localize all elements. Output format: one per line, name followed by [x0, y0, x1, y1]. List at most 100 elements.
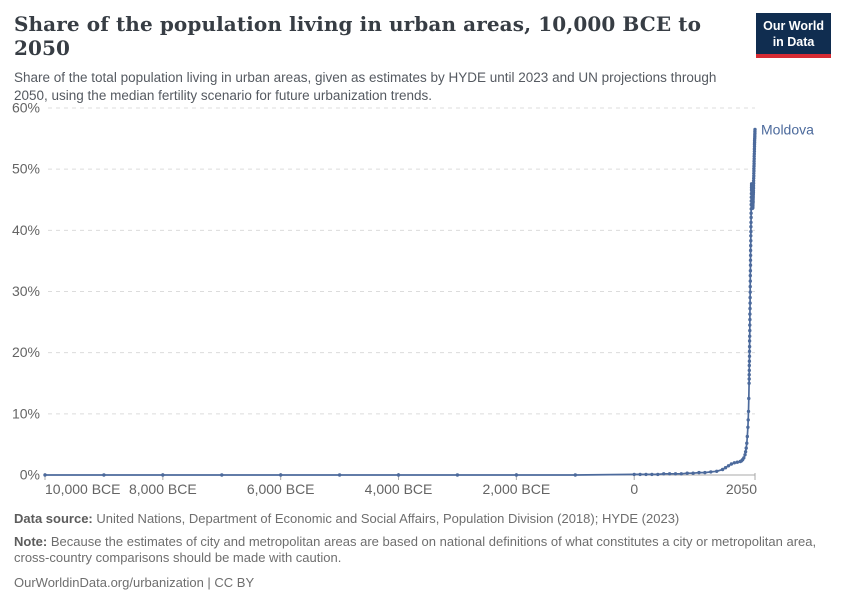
data-source-text: United Nations, Department of Economic a…	[92, 511, 680, 526]
data-point-marker	[679, 472, 683, 476]
data-point-marker	[337, 473, 342, 477]
data-point-marker	[747, 381, 751, 385]
data-point-marker	[644, 472, 648, 477]
chart-footer: Data source: United Nations, Department …	[14, 511, 837, 592]
data-point-marker	[656, 472, 660, 477]
citation-line: OurWorldinData.org/urbanization | CC BY	[14, 574, 255, 590]
data-point-marker	[748, 328, 752, 333]
data-point-marker	[573, 473, 577, 477]
data-point-marker	[752, 157, 756, 161]
data-point-marker	[220, 473, 224, 477]
data-point-marker	[748, 317, 752, 322]
data-point-marker	[747, 354, 752, 358]
data-point-marker	[747, 344, 752, 349]
x-tick-label: 8,000 BCE	[129, 481, 197, 497]
data-point-marker	[747, 373, 751, 377]
x-tick-label: 0	[630, 481, 638, 497]
y-tick-label: 0%	[20, 467, 40, 483]
data-source-label: Data source:	[14, 511, 93, 526]
data-point-marker	[685, 471, 689, 475]
data-point-marker	[746, 418, 750, 422]
data-point-marker	[102, 473, 106, 477]
data-point-marker	[748, 263, 753, 267]
data-point-marker	[703, 470, 707, 475]
data-point-marker	[748, 312, 752, 316]
data-point-marker	[732, 461, 737, 465]
data-point-marker	[752, 149, 757, 154]
data-point-marker	[749, 225, 753, 229]
data-point-marker	[742, 456, 746, 460]
data-point-marker	[752, 147, 757, 151]
data-point-marker	[161, 473, 165, 477]
data-point-marker	[752, 159, 756, 163]
y-tick-label: 40%	[12, 222, 40, 238]
data-point-marker	[747, 396, 751, 401]
entity-label-moldova[interactable]: Moldova	[761, 121, 814, 137]
owid-logo-line1: Our World	[763, 19, 824, 33]
data-point-marker	[749, 229, 753, 234]
data-source-line: Data source: United Nations, Department …	[14, 511, 837, 528]
chart-header: Share of the population living in urban …	[14, 12, 754, 105]
data-point-marker	[748, 306, 752, 311]
data-point-marker	[747, 339, 752, 343]
data-point-marker	[752, 169, 756, 173]
note-text: Because the estimates of city and metrop…	[14, 533, 817, 566]
data-point-marker	[743, 450, 748, 454]
data-point-marker	[752, 174, 756, 178]
data-point-marker	[726, 464, 731, 468]
entity-label[interactable]: Moldova	[761, 121, 814, 137]
data-point-marker	[748, 248, 753, 253]
series-markers	[43, 127, 757, 477]
y-tick-label: 20%	[12, 344, 40, 360]
data-point-marker	[729, 462, 734, 466]
data-point-marker	[745, 441, 749, 445]
data-point-marker	[752, 152, 756, 156]
data-point-marker	[747, 359, 752, 363]
data-point-marker	[748, 323, 752, 327]
series-line[interactable]	[45, 129, 756, 476]
data-point-marker	[749, 211, 753, 215]
data-point-marker	[709, 470, 713, 474]
moldova-line[interactable]	[45, 129, 756, 476]
data-point-marker	[749, 220, 753, 225]
y-axis-labels: 0% 10% 20% 30% 40% 50% 60%	[12, 100, 40, 483]
data-point-marker	[748, 253, 753, 258]
x-axis-labels: 10,000 BCE 8,000 BCE 6,000 BCE 4,000 BCE 2,0…	[45, 481, 757, 497]
data-point-marker	[747, 368, 751, 373]
y-tick-label: 50%	[12, 161, 40, 177]
data-point-marker	[748, 290, 752, 294]
data-point-marker	[723, 466, 728, 470]
note-line: Note: Because the estimates of city and …	[14, 534, 837, 567]
data-point-marker	[514, 473, 519, 477]
data-point-marker	[748, 269, 753, 273]
x-tick-label: 6,000 BCE	[247, 481, 315, 497]
data-point-marker	[715, 469, 719, 473]
data-point-marker	[748, 301, 752, 305]
data-point-marker	[752, 162, 756, 166]
data-point-marker	[751, 184, 756, 188]
data-point-marker	[748, 295, 752, 300]
data-point-marker	[396, 473, 401, 477]
data-point-marker	[632, 472, 636, 477]
data-point-marker	[748, 258, 753, 262]
data-point-marker	[743, 453, 747, 457]
data-point-marker	[752, 154, 756, 158]
data-point-marker	[673, 472, 678, 476]
y-tick-label: 30%	[12, 283, 40, 299]
data-point-marker	[745, 434, 749, 439]
data-point-marker	[746, 409, 751, 414]
data-point-marker	[662, 472, 666, 476]
x-tick-label: 10,000 BCE	[45, 481, 121, 497]
data-point-marker	[748, 273, 752, 278]
chart-title: Share of the population living in urban …	[14, 12, 702, 60]
data-point-marker	[746, 425, 750, 429]
data-point-marker	[455, 473, 460, 477]
data-point-marker	[638, 472, 642, 477]
data-point-marker	[667, 472, 672, 476]
x-tick-label: 4,000 BCE	[365, 481, 433, 497]
data-point-marker	[752, 164, 756, 168]
owid-logo[interactable]: Our World in Data	[756, 13, 831, 58]
chart-subtitle: Share of the total population living in …	[14, 70, 717, 103]
